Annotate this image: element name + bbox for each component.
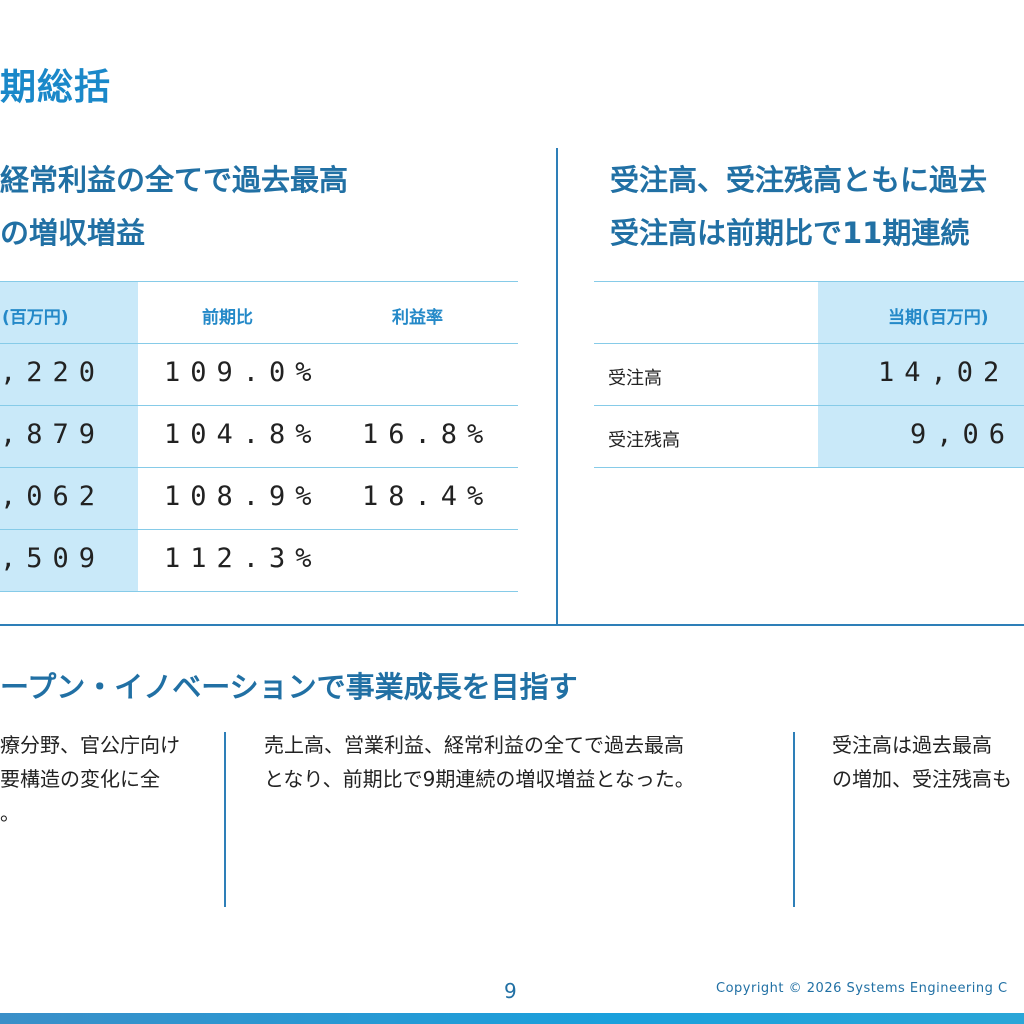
orders-label: 受注高 <box>608 368 662 389</box>
left-headline-line-1: 経常利益の全てで過去最高 <box>0 163 349 197</box>
table-rule <box>0 467 518 468</box>
header-yoy: 前期比 <box>202 308 253 328</box>
table-rule <box>594 281 1024 282</box>
row2-yoy: 104.8% <box>164 419 322 450</box>
col2-line-2: となり、前期比で9期連続の増収増益となった。 <box>264 767 695 791</box>
table-rule <box>0 343 518 344</box>
header-current-period: 当期(百万円) <box>888 308 989 328</box>
row2-current: ,879 <box>0 419 106 450</box>
column-divider-2 <box>793 732 795 907</box>
copyright-text: Copyright © 2026 Systems Engineering C <box>716 981 1008 996</box>
table-rule <box>0 405 518 406</box>
col1-line-1: 療分野、官公庁向け <box>0 733 180 757</box>
table-rule <box>0 529 518 530</box>
section-divider <box>0 624 1024 626</box>
col1-line-2: 要構造の変化に全 <box>0 767 160 791</box>
left-headline-line-2: の増収増益 <box>0 216 146 250</box>
col2-line-1: 売上高、営業利益、経常利益の全てで過去最高 <box>264 733 684 757</box>
growth-heading: ープン・イノベーションで事業成長を目指す <box>0 670 578 704</box>
row1-yoy: 109.0% <box>164 357 322 388</box>
header-current-unit: (百万円) <box>2 308 69 328</box>
page-number: 9 <box>504 979 517 1003</box>
row3-yoy: 108.9% <box>164 481 322 512</box>
row3-margin: 18.4% <box>362 481 494 512</box>
col3-line-2: の増加、受注残高も <box>832 767 1012 791</box>
backlog-label: 受注残高 <box>608 430 680 451</box>
row3-current: ,062 <box>0 481 106 512</box>
row1-current: ,220 <box>0 357 106 388</box>
row4-current: ,509 <box>0 543 106 574</box>
current-column-shade <box>818 282 1024 467</box>
right-headline-line-1: 受注高、受注残高ともに過去 <box>610 163 988 197</box>
orders-value: 14,02 <box>878 357 1010 388</box>
table-rule <box>594 405 1024 406</box>
column-divider-1 <box>224 732 226 907</box>
backlog-value: 9,06 <box>910 419 1016 450</box>
center-divider <box>556 148 558 625</box>
page-title: 期総括 <box>0 67 112 108</box>
header-margin: 利益率 <box>392 308 443 328</box>
row2-margin: 16.8% <box>362 419 494 450</box>
footer-accent-bar <box>0 1013 1024 1024</box>
col1-line-3: 。 <box>0 801 20 825</box>
table-rule <box>0 281 518 282</box>
table-rule <box>594 467 1024 468</box>
right-headline-line-2: 受注高は前期比で11期連続 <box>610 216 970 250</box>
table-rule <box>594 343 1024 344</box>
current-column-shade <box>0 282 138 592</box>
row4-yoy: 112.3% <box>164 543 322 574</box>
table-rule <box>0 591 518 592</box>
col3-line-1: 受注高は過去最高 <box>832 733 992 757</box>
